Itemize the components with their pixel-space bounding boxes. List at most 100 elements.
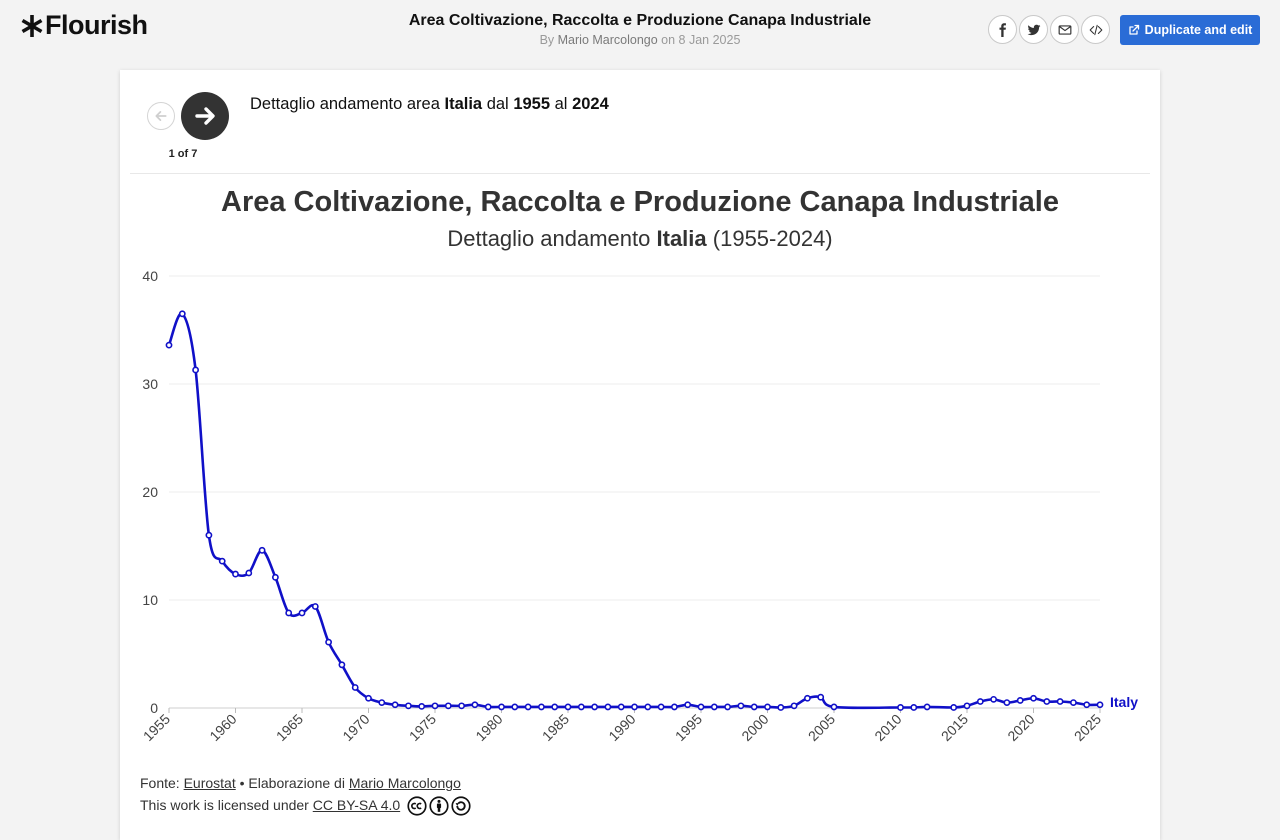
source-label: Fonte: [140, 775, 180, 791]
data-point [192, 366, 199, 374]
flourish-logo[interactable]: Flourish [20, 10, 148, 41]
x-tick-label: 2000 [738, 711, 771, 744]
data-point [724, 703, 731, 711]
share-facebook-button[interactable] [988, 15, 1017, 44]
previous-slide-button[interactable] [147, 102, 175, 130]
share-email-button[interactable] [1050, 15, 1079, 44]
duplicate-label: Duplicate and edit [1144, 23, 1253, 37]
y-tick-label: 30 [142, 376, 158, 392]
subtitle-range: (1955-2024) [712, 226, 833, 251]
series-line-italy [167, 312, 1102, 710]
series-label: Italy [1110, 694, 1138, 710]
x-tick-label: 1975 [406, 711, 439, 744]
data-point [1083, 701, 1091, 709]
data-point [1016, 697, 1024, 704]
x-tick-label: 1995 [672, 711, 705, 744]
x-tick-label: 1980 [472, 711, 505, 744]
data-point [404, 702, 412, 710]
data-point [338, 661, 346, 669]
data-point [910, 704, 918, 711]
arrow-left-icon [155, 111, 167, 121]
data-point [710, 703, 718, 711]
y-tick-label: 10 [142, 592, 158, 608]
license-link[interactable]: CC BY-SA 4.0 [312, 797, 401, 813]
caption-pre: Dettaglio andamento area [250, 95, 440, 113]
data-point [524, 703, 532, 711]
x-tick-label: 2025 [1071, 711, 1104, 744]
data-point [378, 699, 386, 706]
caption-country: Italia [444, 95, 483, 113]
data-point [990, 695, 997, 703]
x-tick-label: 2005 [805, 711, 838, 744]
data-point [365, 694, 372, 702]
external-link-icon [1129, 24, 1139, 35]
data-point [923, 703, 931, 711]
arrow-right-icon [195, 107, 215, 125]
chart-subtitle: Dettaglio andamento Italia (1955-2024) [120, 226, 1160, 252]
x-tick-label: 1960 [206, 711, 239, 744]
data-point [311, 603, 319, 610]
facebook-icon [999, 22, 1006, 37]
x-tick-label: 1985 [539, 711, 572, 744]
elaboration-author-link[interactable]: Mario Marcolongo [348, 775, 461, 791]
license-text: This work is licensed under [140, 797, 309, 813]
data-point [511, 703, 519, 711]
data-point [644, 703, 652, 711]
twitter-icon [1027, 24, 1040, 35]
x-tick-label: 1970 [339, 711, 372, 744]
data-point [804, 694, 811, 702]
x-tick-label: 1990 [605, 711, 638, 744]
asterisk-logo-icon [21, 14, 43, 37]
data-point [551, 703, 559, 711]
data-point [285, 609, 293, 617]
data-point [697, 703, 705, 711]
data-point [232, 570, 239, 578]
data-point [298, 609, 306, 617]
embed-icon [1089, 24, 1102, 35]
chart-title: Area Coltivazione, Raccolta e Produzione… [221, 186, 1059, 218]
caption-from: 1955 [513, 95, 551, 113]
duplicate-and-edit-button[interactable]: Duplicate and edit [1120, 15, 1260, 45]
slide-counter: 1 of 7 [168, 148, 198, 160]
license-icons [407, 796, 471, 816]
license-line: This work is licensed under CC BY-SA 4.0 [140, 794, 471, 816]
data-point [245, 569, 253, 577]
x-tick-label: 2020 [1004, 711, 1037, 744]
data-point [790, 702, 798, 710]
data-point [165, 341, 173, 349]
slide-caption: Dettaglio andamento area Italia dal 1955… [250, 95, 609, 114]
embed-button[interactable] [1081, 15, 1110, 44]
divider [130, 173, 1150, 174]
byline: By Mario Marcolongo on 8 Jan 2025 [340, 33, 940, 47]
logo-text: Flourish [45, 10, 148, 40]
data-point [777, 704, 785, 711]
caption-mid: dal [486, 95, 509, 113]
share-twitter-button[interactable] [1019, 15, 1048, 44]
sa-icon [451, 796, 471, 816]
caption-to-word: al [554, 95, 568, 113]
x-tick-label: 1955 [140, 711, 173, 744]
data-point [444, 702, 452, 710]
y-tick-label: 0 [150, 700, 158, 716]
email-icon [1058, 24, 1071, 35]
data-point [684, 701, 692, 709]
source-link[interactable]: Eurostat [183, 775, 236, 791]
data-point [471, 701, 479, 709]
data-point [950, 704, 958, 711]
data-point [325, 638, 332, 646]
y-tick-label: 40 [142, 268, 158, 284]
x-tick-label: 2015 [938, 711, 971, 744]
data-point [750, 703, 758, 711]
data-point [564, 703, 572, 711]
caption-to: 2024 [572, 95, 609, 113]
chart-footer: Fonte: Eurostat • Elaborazione di Mario … [140, 772, 471, 816]
data-point [205, 531, 213, 539]
share-buttons [988, 15, 1110, 44]
author-link[interactable]: Mario Marcolongo [557, 33, 658, 47]
data-point [458, 702, 465, 710]
page-title: Area Coltivazione, Raccolta e Produzione… [408, 12, 872, 29]
data-point [391, 701, 399, 709]
next-slide-button[interactable] [181, 92, 229, 140]
data-point [431, 702, 439, 710]
separator: • [239, 775, 245, 791]
